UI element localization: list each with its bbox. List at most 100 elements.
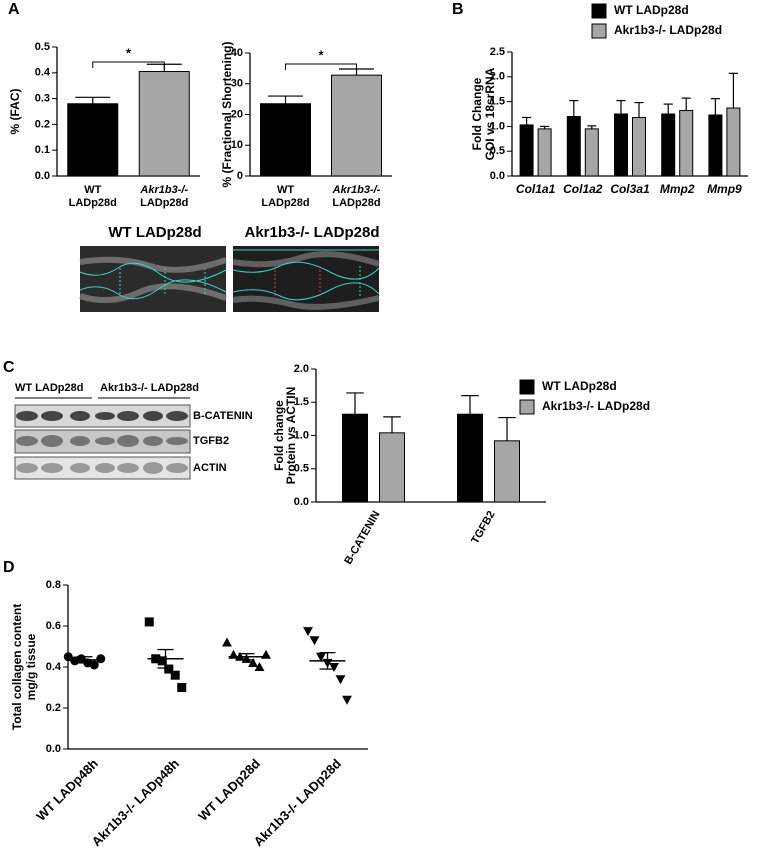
point [222,637,232,647]
y-tick-label: 0 [237,170,243,182]
x-tick-label: Mmp9 [707,182,742,196]
bar [494,440,520,503]
y-tick-label: 0.2 [46,702,61,714]
error-bar [498,416,516,441]
point [248,657,258,667]
x-tick-label: Akr1b3-/-LADp28d [139,184,188,209]
x-tick-label: WT LADp48h [33,756,101,824]
bar [331,74,382,177]
point [170,670,180,680]
point [63,652,73,662]
error-bar [663,103,673,114]
significance-label: * [126,45,132,60]
point [96,654,106,664]
y-axis-label: Fold change [272,400,286,471]
error-bar [268,95,303,104]
significance-label: * [318,47,324,62]
point [157,656,167,666]
y-tick-label: 0.0 [35,170,50,182]
y-tick-label: 0.3 [35,93,50,105]
point [177,683,187,692]
bar [138,71,190,177]
x-tick-label: Col3a1 [610,182,650,196]
blot-image [14,404,191,480]
y-tick-label: 40 [231,47,243,59]
point [329,662,339,672]
bar [67,103,119,177]
y-tick-label: 20 [231,108,243,120]
point [316,652,326,662]
point [254,662,265,672]
legend-swatch [519,399,535,415]
y-tick-label: 1.5 [490,96,505,108]
x-tick-label: TGFB2 [469,509,497,546]
error-bar [634,101,644,118]
bar [342,413,368,503]
bar [632,116,646,177]
y-tick-label: 0.8 [46,579,61,591]
x-tick-label-line: WT [277,184,294,196]
y-tick-label: 0.0 [294,496,309,508]
point [335,675,346,685]
y-tick-label: 30 [231,78,243,90]
y-axis-label: % (FAC) [8,89,22,135]
x-tick-label: Mmp2 [660,182,695,196]
bar [708,114,723,177]
x-tick-label: WT LADp28d [261,184,309,209]
x-tick-label: Col1a2 [563,182,603,196]
bar [457,413,483,503]
x-tick-label: Col1a1 [516,182,556,196]
bar [519,124,534,177]
x-tick-label-line: LADp28d [69,197,117,209]
x-tick-label-line: WT [84,184,101,196]
panel-letter: C [3,359,15,376]
error-bar [710,98,720,115]
y-axis-label: mg/g tissue [24,633,38,700]
band-label: B-CATENIN [193,410,253,422]
band-label: ACTIN [193,462,227,474]
bar [661,113,676,177]
panel-letter: B [452,1,464,18]
error-bar [616,100,626,114]
x-tick-label-line: LADp28d [261,197,309,209]
x-tick-label: Akr1b3-/- LADp28d [251,756,344,849]
error-bar [540,125,550,129]
y-tick-label: 0.2 [35,118,50,130]
y-axis-label: Protein vs ACTIN [284,387,298,485]
error-bar [587,125,597,129]
x-tick-label: WT LADp28d [69,184,117,209]
significance-bracket [285,63,357,70]
legend-label: WT LADp28d [542,379,617,393]
x-tick-label: WT LADp28d [195,756,263,824]
legend-label: Akr1b3-/- LADp28d [614,23,722,37]
y-tick-label: 0.0 [46,743,61,755]
x-tick-label: Akr1b3-/- LADp48h [89,756,182,849]
y-tick-label: 0.1 [35,144,50,156]
error-bar [383,416,401,433]
error-bar [75,96,111,104]
error-bar [681,97,691,111]
y-tick-label: 0.4 [46,661,62,673]
error-bar [319,652,336,670]
error-bar [728,72,738,109]
y-axis-label: Fold Change [470,77,484,150]
bar [584,128,599,177]
point [303,627,313,637]
x-tick-label-line: LADp28d [140,197,188,209]
panel-letter: D [3,559,15,576]
bar [726,107,741,177]
y-tick-label: 1.0 [490,120,505,132]
bar [379,432,405,503]
bar [566,115,581,177]
blot-group: WT LADp28d [15,382,83,394]
y-tick-label: 0.5 [490,145,505,157]
error-bar [569,100,579,117]
point [309,636,320,646]
x-tick-label: B-CATENIN [342,509,382,567]
y-axis-label: GOI vs 18srRNA [483,67,497,160]
error-bar [522,116,532,125]
y-tick-label: 2.5 [490,46,505,58]
bar [614,113,628,177]
y-tick-label: 2.0 [294,363,309,375]
